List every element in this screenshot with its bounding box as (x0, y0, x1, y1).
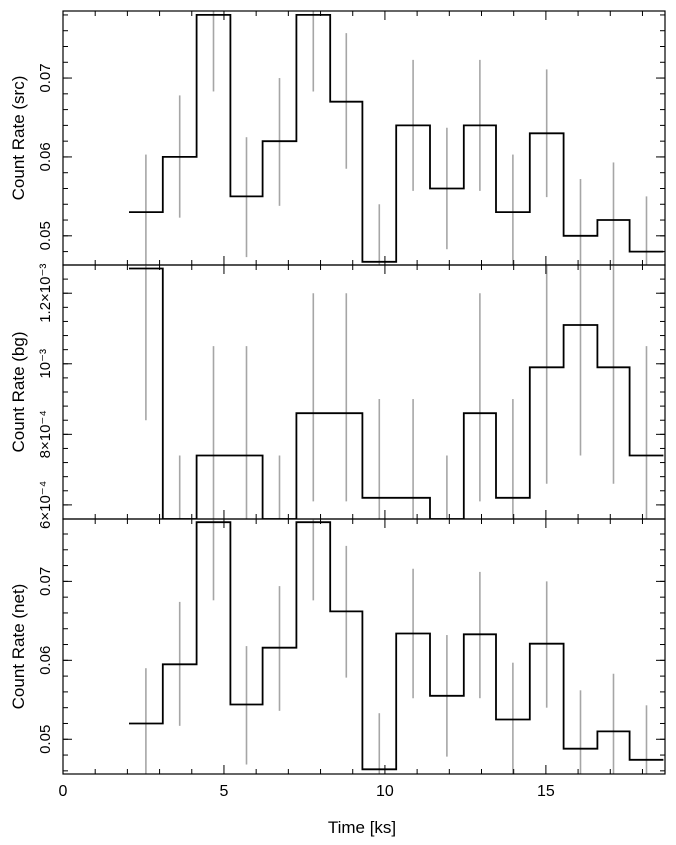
x-tick-label: 0 (59, 783, 68, 800)
x-ticks (62, 11, 643, 265)
x-tick-label: 10 (376, 783, 394, 800)
panel-frame (62, 10, 666, 266)
y-tick-label: 10⁻³ (37, 349, 54, 379)
y-axis-label: Count Rate (net) (9, 584, 28, 710)
y-tick-label: 1.2×10⁻³ (37, 264, 54, 323)
panel-1: 0.05 0.06 0.07 Count Rate (src) (9, 10, 666, 266)
y-ticks (63, 533, 665, 772)
x-ticks (62, 519, 643, 774)
panels-layer: 0.05 0.06 0.07 Count Rate (src) 6×10⁻⁴ 8×10⁻⁴… (9, 10, 666, 775)
x-axis: Time [ks] 0 5 10 15 (59, 783, 555, 837)
series-step-line (129, 14, 664, 263)
y-tick-label: 6×10⁻⁴ (37, 481, 54, 529)
x-tick-label: 5 (220, 783, 229, 800)
x-axis-label: Time [ks] (328, 818, 396, 837)
x-ticks (62, 265, 643, 519)
series-step-line (129, 267, 664, 519)
y-axis-label: Count Rate (src) (9, 76, 28, 201)
y-ticks (63, 14, 665, 253)
panel-3: 0.05 0.06 0.07 Count Rate (net) (9, 518, 666, 775)
y-tick-label: 0.07 (37, 567, 54, 596)
y-tick-label: 0.07 (37, 63, 54, 92)
error-bars (145, 265, 648, 519)
y-tick-label: 0.05 (37, 725, 54, 754)
y-axis-label: Count Rate (bg) (9, 332, 28, 453)
series-step-line (129, 521, 664, 771)
y-ticks (63, 278, 665, 520)
y-tick-label: 0.06 (37, 646, 54, 675)
y-tick-label: 0.05 (37, 221, 54, 250)
y-tick-label: 0.06 (37, 142, 54, 171)
panel-2: 6×10⁻⁴ 8×10⁻⁴ 10⁻³ 1.2×10⁻³ Count Rate (bg) (9, 264, 666, 529)
panel-frame (62, 264, 666, 520)
x-tick-label: 15 (537, 783, 555, 800)
panel-frame (62, 518, 666, 775)
y-tick-label: 8×10⁻⁴ (37, 410, 54, 458)
